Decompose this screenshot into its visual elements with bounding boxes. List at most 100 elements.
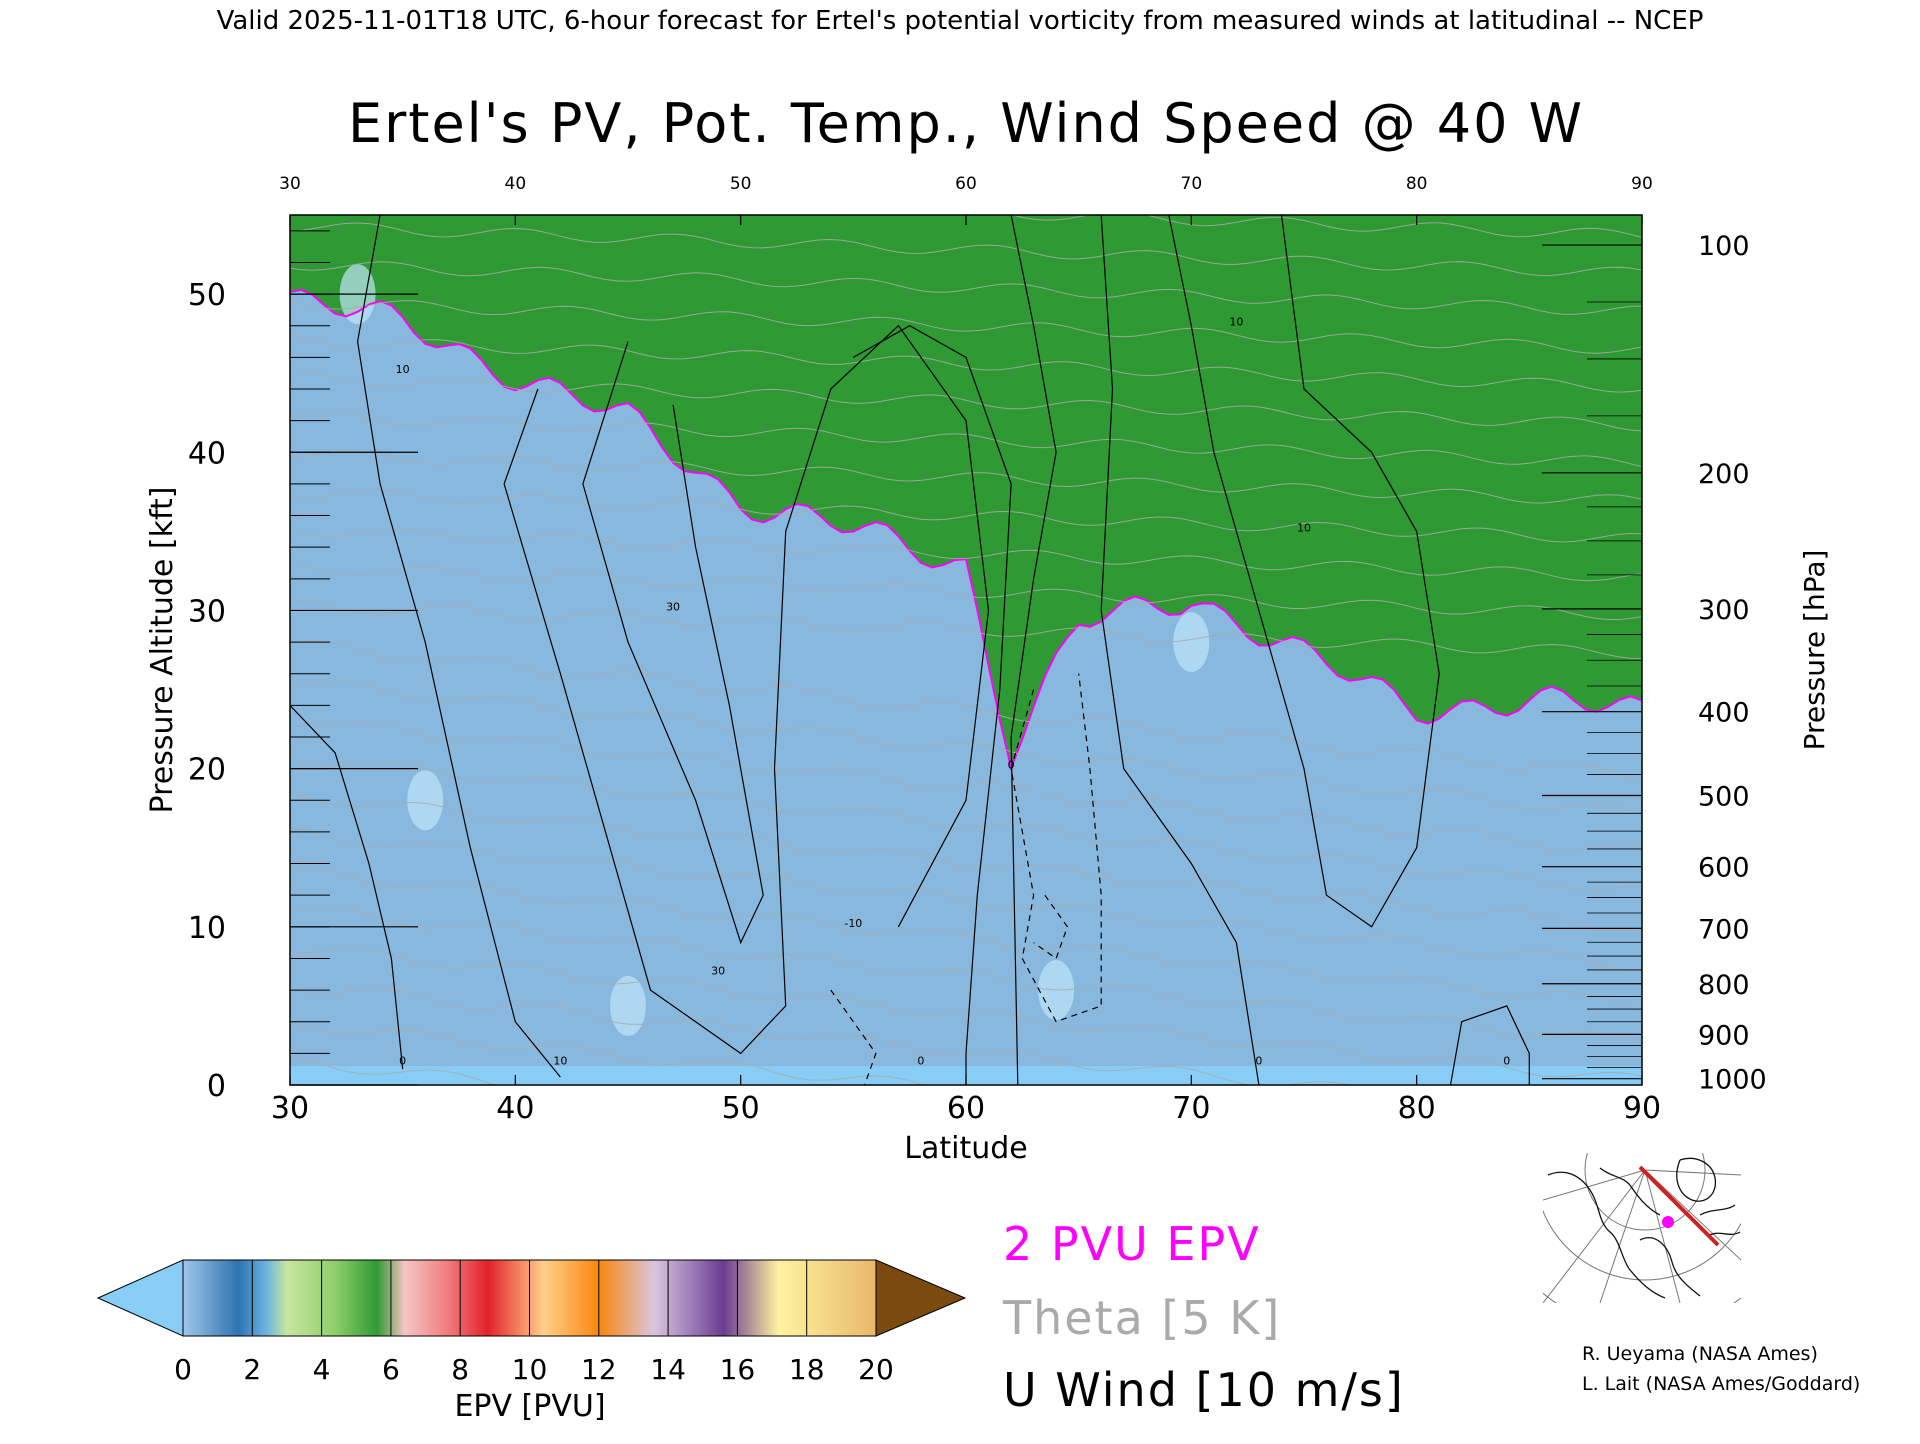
u-wind-contour — [1010, 215, 1057, 1085]
wind-value-label: 10 — [1229, 316, 1243, 329]
theta-line — [290, 680, 1642, 815]
pressure-tick-label: 1000 — [1698, 1065, 1767, 1096]
x-top-tick-label: 80 — [1406, 174, 1428, 194]
theta-line — [290, 867, 1642, 1010]
x-top-tick-label: 50 — [730, 174, 752, 194]
x-tick-label: 90 — [1623, 1091, 1661, 1126]
u-wind-negative-contour — [1010, 673, 1102, 1023]
theta-line — [290, 372, 1642, 432]
theta-line — [290, 489, 1642, 543]
colorbar-tick-label: 8 — [451, 1353, 469, 1386]
north-america-outline — [1547, 1167, 1701, 1299]
valid-time-header: Valid 2025-11-01T18 UTC, 6-hour forecast… — [217, 6, 1704, 36]
u-wind-contour — [356, 215, 561, 1078]
theta-line — [290, 334, 1642, 393]
colorbar-tick-label: 16 — [720, 1353, 756, 1386]
theta-line — [290, 449, 1642, 504]
x-top-tick-label: 70 — [1181, 174, 1203, 194]
wind-value-label: 10 — [1297, 521, 1311, 534]
x-top-tick-label: 90 — [1631, 174, 1653, 194]
colorbar-under-arrow — [96, 1259, 184, 1337]
greenland-outline — [1676, 1157, 1717, 1202]
theta-line — [290, 563, 1642, 620]
wind-value-label: 0 — [399, 1054, 406, 1067]
x-top-tick-label: 30 — [279, 174, 301, 194]
colorbar: 0 2 4 6 8 10 12 14 16 18 20 EPV [PVU] — [96, 1259, 967, 1424]
colorbar-tick-label: 12 — [581, 1353, 617, 1386]
europe-outline — [1699, 1204, 1741, 1236]
colorbar-tick-label: 20 — [858, 1353, 894, 1386]
pressure-tick-label: 200 — [1698, 459, 1750, 490]
chart-title: Ertel's PV, Pot. Temp., Wind Speed @ 40 … — [348, 92, 1584, 155]
pressure-tick-label: 800 — [1698, 970, 1750, 1001]
legend-theta: Theta [5 K] — [1002, 1291, 1281, 1345]
x-tick-label: 60 — [947, 1091, 985, 1126]
y-tick-label: 0 — [207, 1069, 226, 1104]
theta-line — [290, 411, 1642, 467]
theta-line — [290, 759, 1642, 891]
credit-line-1: R. Ueyama (NASA Ames) — [1582, 1343, 1818, 1365]
wind-value-label: 10 — [553, 1054, 567, 1067]
theta-line — [290, 1021, 926, 1085]
wind-value-label: 0 — [917, 1054, 924, 1067]
theta-line — [290, 599, 1642, 659]
theta-line — [290, 261, 1642, 315]
theta-line — [290, 222, 1642, 277]
colorbar-label: EPV [PVU] — [454, 1389, 605, 1424]
x-top-tick-label: 60 — [955, 174, 977, 194]
x-tick-label: 30 — [271, 1091, 309, 1126]
y-tick-label: 20 — [188, 753, 226, 788]
theta-line — [290, 948, 1642, 1078]
location-map — [1543, 1153, 1741, 1303]
pressure-tick-label: 100 — [1698, 231, 1750, 262]
x-tick-label: 80 — [1398, 1091, 1436, 1126]
u-wind-contour — [853, 325, 1012, 1085]
colorbar-tick-label: 0 — [174, 1353, 192, 1386]
wind-value-label: 30 — [711, 964, 725, 977]
theta-line — [290, 792, 1642, 931]
pressure-tick-label: 300 — [1698, 595, 1750, 626]
theta-line — [290, 721, 1642, 851]
pressure-tick-label: 900 — [1698, 1020, 1750, 1051]
colorbar-tick-label: 2 — [243, 1353, 261, 1386]
y-tick-label: 40 — [188, 436, 226, 471]
y-tick-label: 10 — [188, 911, 226, 946]
low-epv-patch — [1173, 612, 1210, 673]
y-tick-label: 50 — [188, 278, 226, 313]
pressure-tick-label: 400 — [1698, 698, 1750, 729]
pressure-tick-label: 500 — [1698, 782, 1750, 813]
theta-line — [290, 527, 1642, 582]
colorbar-tick-label: 14 — [650, 1353, 686, 1386]
wind-value-label: 0 — [1503, 1054, 1510, 1067]
colorbar-tick-label: 18 — [789, 1353, 825, 1386]
u-wind-contour — [503, 324, 990, 1055]
epv-band — [290, 215, 1642, 768]
epv-field: 0 10 10 30 30 0 0 0 0 -10 10 10 — [290, 215, 1642, 1085]
theta-line — [290, 300, 1642, 354]
u-wind-contour — [582, 341, 764, 945]
colorbar-tick-label: 6 — [382, 1353, 400, 1386]
epv-2pvu-contour — [290, 288, 1642, 772]
wind-value-label: 30 — [666, 600, 680, 613]
wind-value-labels: 0 10 10 30 30 0 0 0 0 -10 10 10 — [396, 316, 1511, 1068]
low-epv-patch — [610, 975, 646, 1036]
theta-line — [290, 907, 1642, 1044]
colorbar-tick-label: 4 — [313, 1353, 331, 1386]
wind-value-label: -10 — [844, 917, 862, 930]
colorbar-tick-label: 10 — [512, 1353, 548, 1386]
low-epv-patch — [407, 770, 444, 831]
wind-value-label: 10 — [396, 363, 410, 376]
cross-section-path — [1638, 1165, 1720, 1247]
u-wind-negative-contour — [1033, 894, 1069, 960]
y-tick-label: 30 — [188, 594, 226, 629]
x-tick-label: 70 — [1172, 1091, 1210, 1126]
u-wind-contour — [1100, 215, 1260, 1085]
pressure-tick-label: 700 — [1698, 914, 1750, 945]
u-wind-negative-contour — [830, 989, 877, 1085]
y-axis-right-label: Pressure [hPa] — [1798, 550, 1831, 751]
theta-line — [290, 640, 1642, 782]
wind-value-label: 0 — [1008, 759, 1015, 772]
y-axis-left-label: Pressure Altitude [kft] — [145, 487, 180, 814]
u-wind-contour — [1449, 1005, 1530, 1085]
